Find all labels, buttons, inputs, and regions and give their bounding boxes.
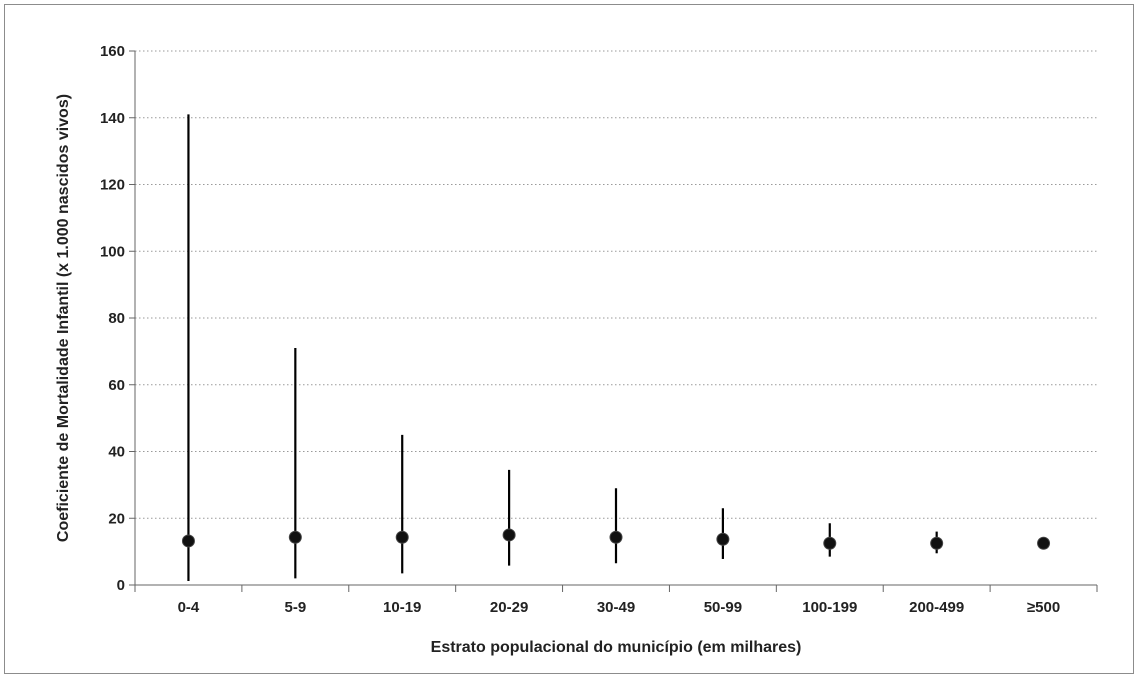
x-tick-label: 0-4 [178,599,200,616]
gridlines [135,50,1097,519]
y-tick-label: 100 [100,243,125,260]
x-tick-label: 5-9 [284,599,306,616]
data-point [716,532,730,546]
chart-frame [4,4,1134,674]
x-tick-label: ≥500 [1027,599,1060,616]
data-point [609,530,623,544]
y-tick-label: 140 [100,110,125,127]
y-axis-title: Coeficiente de Mortalidade Infantil (x 1… [55,94,72,542]
y-tick-label: 160 [100,43,125,60]
x-ticks: 0-4 5-9 10-19 20-29 30-49 50-99 100-199 200-499… [134,585,1098,616]
y-tick-label: 0 [117,577,125,594]
data-point [1037,536,1051,550]
x-tick-label: 20-29 [490,599,528,616]
x-tick-label: 30-49 [597,599,635,616]
x-axis-title: Estrato populacional do município (em mi… [431,639,802,656]
data-point [395,530,409,544]
data-point [288,530,302,544]
data-marks [181,114,1051,581]
y-tick-label: 60 [108,377,125,394]
y-tick-label: 120 [100,177,125,194]
x-tick-label: 200-499 [909,599,964,616]
y-tick-label: 40 [108,444,125,461]
data-point [823,536,837,550]
y-tick-label: 80 [108,310,125,327]
x-tick-label: 10-19 [383,599,421,616]
y-ticks: 0 20 40 60 80 100 120 140 160 [100,43,135,594]
x-tick-label: 100-199 [802,599,857,616]
x-tick-label: 50-99 [704,599,742,616]
data-point [930,536,944,550]
y-tick-label: 20 [108,510,125,527]
data-point [181,534,195,548]
data-point [502,528,516,542]
